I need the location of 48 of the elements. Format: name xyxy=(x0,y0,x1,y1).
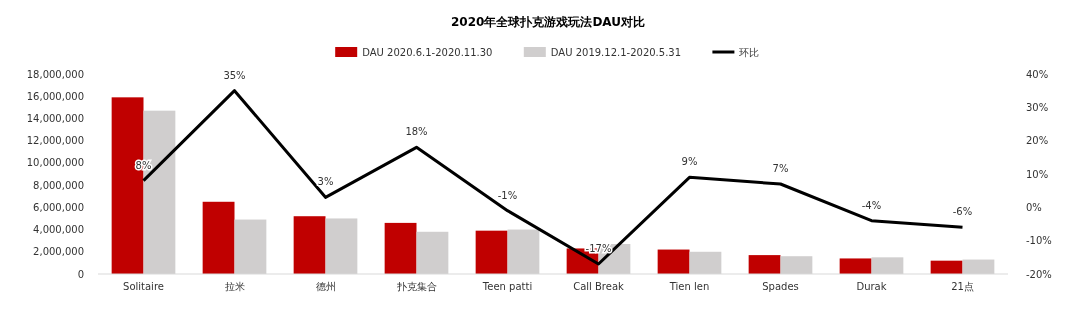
y-tick-label: 0 xyxy=(77,268,84,280)
data-label: -6% xyxy=(952,206,973,218)
data-label: 9% xyxy=(681,156,698,168)
y-tick-label: 4,000,000 xyxy=(33,224,84,236)
x-tick-label: 21点 xyxy=(951,281,974,292)
y-tick-label: 6,000,000 xyxy=(33,201,84,213)
legend-label: DAU 2020.6.1-2020.11.30 xyxy=(362,46,493,58)
bar xyxy=(839,258,872,274)
data-label: 7% xyxy=(772,163,789,174)
y2-tick-label: 10% xyxy=(1026,168,1049,180)
chart-title: 2020年全球扑克游戏玩法DAU对比 xyxy=(450,15,646,29)
bar xyxy=(748,255,781,274)
y2-tick-label: -10% xyxy=(1026,235,1052,247)
data-label: 3% xyxy=(317,176,334,188)
bar xyxy=(293,216,326,274)
x-tick-label: Call Break xyxy=(573,281,625,292)
data-label: 35% xyxy=(223,69,246,81)
y-tick-label: 10,000,000 xyxy=(26,157,84,169)
y-tick-label: 8,000,000 xyxy=(33,179,84,191)
bar xyxy=(930,260,963,274)
x-tick-label: Spades xyxy=(762,281,799,292)
y2-tick-label: -20% xyxy=(1026,268,1052,280)
bar xyxy=(475,230,508,274)
x-tick-label: 德州 xyxy=(315,281,336,292)
bar xyxy=(202,201,235,274)
x-tick-label: 拉米 xyxy=(224,281,245,292)
y-tick-label: 2,000,000 xyxy=(33,246,84,258)
bar xyxy=(657,249,690,274)
data-label: -4% xyxy=(861,199,882,211)
data-label: -17% xyxy=(585,243,612,254)
x-tick-label: Solitaire xyxy=(123,281,164,292)
x-tick-label: Tien len xyxy=(668,281,710,292)
y-tick-label: 14,000,000 xyxy=(26,112,84,124)
y-tick-label: 12,000,000 xyxy=(26,135,84,147)
legend-label: DAU 2019.12.1-2020.5.31 xyxy=(550,46,682,58)
x-tick-label: 扑克集合 xyxy=(395,281,437,292)
y2-tick-label: 30% xyxy=(1026,101,1049,113)
y-tick-label: 18,000,000 xyxy=(26,68,84,80)
x-tick-label: Teen patti xyxy=(481,281,533,292)
x-tick-label: Durak xyxy=(856,281,887,292)
data-label: 18% xyxy=(405,126,428,138)
y2-tick-label: 40% xyxy=(1026,68,1049,80)
legend-label: 环比 xyxy=(739,46,760,58)
bar xyxy=(384,222,417,274)
y2-tick-label: 20% xyxy=(1026,135,1049,147)
data-label: -1% xyxy=(497,189,518,201)
y2-tick-label: 0% xyxy=(1026,201,1042,213)
y-tick-label: 16,000,000 xyxy=(26,90,84,102)
